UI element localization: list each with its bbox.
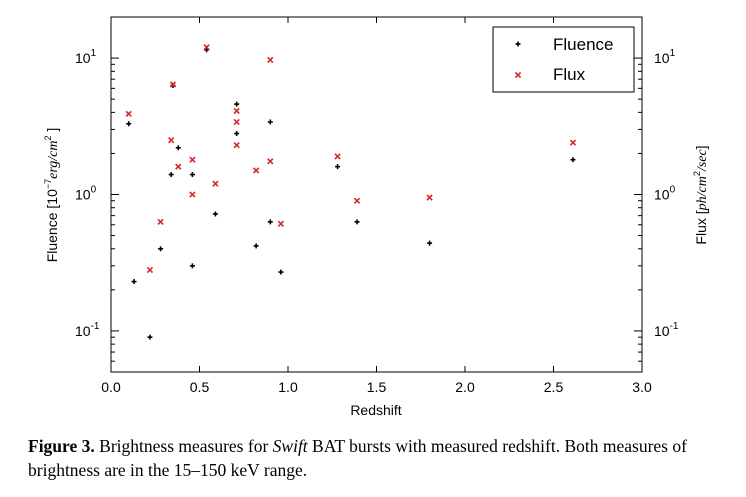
cross-b — [203, 44, 210, 51]
flux-point — [233, 107, 240, 115]
cross-b — [212, 180, 219, 187]
legend: Fluence Flux — [492, 26, 635, 93]
y-tick-label-left: 101 — [75, 48, 97, 66]
flux-point — [277, 220, 285, 227]
y-tick-label-left: 10-1 — [75, 321, 100, 339]
cross-b — [569, 139, 577, 146]
cross-b — [169, 81, 177, 88]
y-axis-right-label: Flux [ph/cm2/sec] — [692, 145, 710, 244]
fluence-point — [335, 164, 341, 170]
cross-b — [267, 158, 274, 165]
cross-b — [175, 163, 182, 170]
cross-b — [146, 266, 154, 274]
cross-b — [277, 220, 285, 227]
legend-flux-marker — [514, 71, 522, 79]
cross-b — [125, 110, 132, 118]
flux-point — [252, 167, 260, 174]
cross-b — [252, 167, 260, 174]
cross-b — [514, 71, 522, 79]
data-points — [125, 44, 577, 340]
flux-point — [233, 118, 240, 126]
fluence-point — [189, 263, 195, 269]
fluence-point — [234, 101, 240, 107]
fluence-point — [212, 211, 218, 217]
x-tick-label: 2.5 — [544, 379, 564, 395]
cross-b — [233, 141, 240, 149]
legend-box — [492, 26, 635, 93]
fluence-point — [278, 269, 284, 275]
cross-b — [189, 191, 196, 198]
flux-point — [125, 110, 132, 118]
legend-fluence-marker — [515, 41, 521, 47]
cross-b — [267, 56, 274, 64]
fluence-point — [570, 157, 576, 163]
flux-point — [334, 153, 341, 160]
legend-fluence-label: Fluence — [553, 35, 613, 54]
flux-point — [168, 137, 175, 144]
y-tick-label-right: 10-1 — [654, 321, 679, 339]
cross-b — [353, 197, 361, 204]
fluence-point — [253, 243, 259, 249]
legend-flux-label: Flux — [553, 65, 586, 84]
caption-text-before: Brightness measures for — [94, 436, 273, 456]
x-tick-label: 3.0 — [632, 379, 652, 395]
cross-b — [157, 218, 164, 226]
fluence-point — [147, 334, 153, 340]
fluence-point — [354, 219, 360, 225]
cross-b — [233, 118, 240, 126]
caption-label: Figure 3. — [28, 436, 95, 456]
axis-ticks: 0.0 0.5 1.0 1.5 2.0 2.5 3.0 10-1 10-1 100 100 101 10… — [75, 16, 679, 395]
caption-italic-word: Swift — [272, 436, 308, 456]
fluence-point — [189, 172, 195, 178]
x-tick-label: 2.0 — [455, 379, 475, 395]
flux-point — [169, 81, 177, 88]
x-tick-label: 0.0 — [101, 379, 121, 395]
y-tick-label-right: 101 — [654, 48, 676, 66]
caption-text-after: BAT bursts with measured redshift. Both … — [28, 436, 687, 480]
x-tick-label: 0.5 — [190, 379, 210, 395]
figure-caption: Figure 3. Brightness measures for Swift … — [28, 434, 728, 482]
fluence-point — [131, 279, 137, 285]
fluence-point — [427, 240, 433, 246]
x-tick-label: 1.5 — [367, 379, 387, 395]
flux-point — [175, 163, 182, 170]
fluence-point — [168, 172, 174, 178]
flux-legend-symbol — [514, 71, 522, 79]
fluence-point — [234, 130, 240, 136]
y-axis-left-label: Fluence [10−7erg/cm2 ] — [43, 128, 61, 263]
flux-point — [157, 218, 164, 226]
cross-b — [168, 137, 175, 144]
y-tick-label-right: 100 — [654, 185, 676, 203]
flux-point — [267, 56, 274, 64]
fluence-point — [158, 246, 164, 252]
y-tick-label-left: 100 — [75, 185, 97, 203]
fluence-point — [175, 145, 181, 151]
flux-point — [189, 156, 196, 163]
flux-point — [212, 180, 219, 187]
flux-point — [233, 141, 240, 149]
flux-point — [146, 266, 154, 274]
fluence-point — [267, 119, 273, 125]
cross-b — [233, 107, 240, 115]
flux-point — [267, 158, 274, 165]
fluence-point — [126, 121, 132, 127]
flux-point — [203, 44, 210, 51]
x-tick-label: 1.0 — [278, 379, 298, 395]
cross-b — [189, 156, 196, 163]
cross-b — [334, 153, 341, 160]
flux-point — [353, 197, 361, 204]
fluence-point — [267, 219, 273, 225]
cross-b — [426, 194, 433, 201]
flux-point — [426, 194, 433, 201]
scatter-chart: 0.0 0.5 1.0 1.5 2.0 2.5 3.0 10-1 10-1 100 100 101 10… — [43, 16, 710, 418]
x-axis-label: Redshift — [350, 402, 401, 418]
flux-point — [189, 191, 196, 198]
fluence-legend-symbol — [515, 41, 521, 47]
flux-point — [569, 139, 577, 146]
